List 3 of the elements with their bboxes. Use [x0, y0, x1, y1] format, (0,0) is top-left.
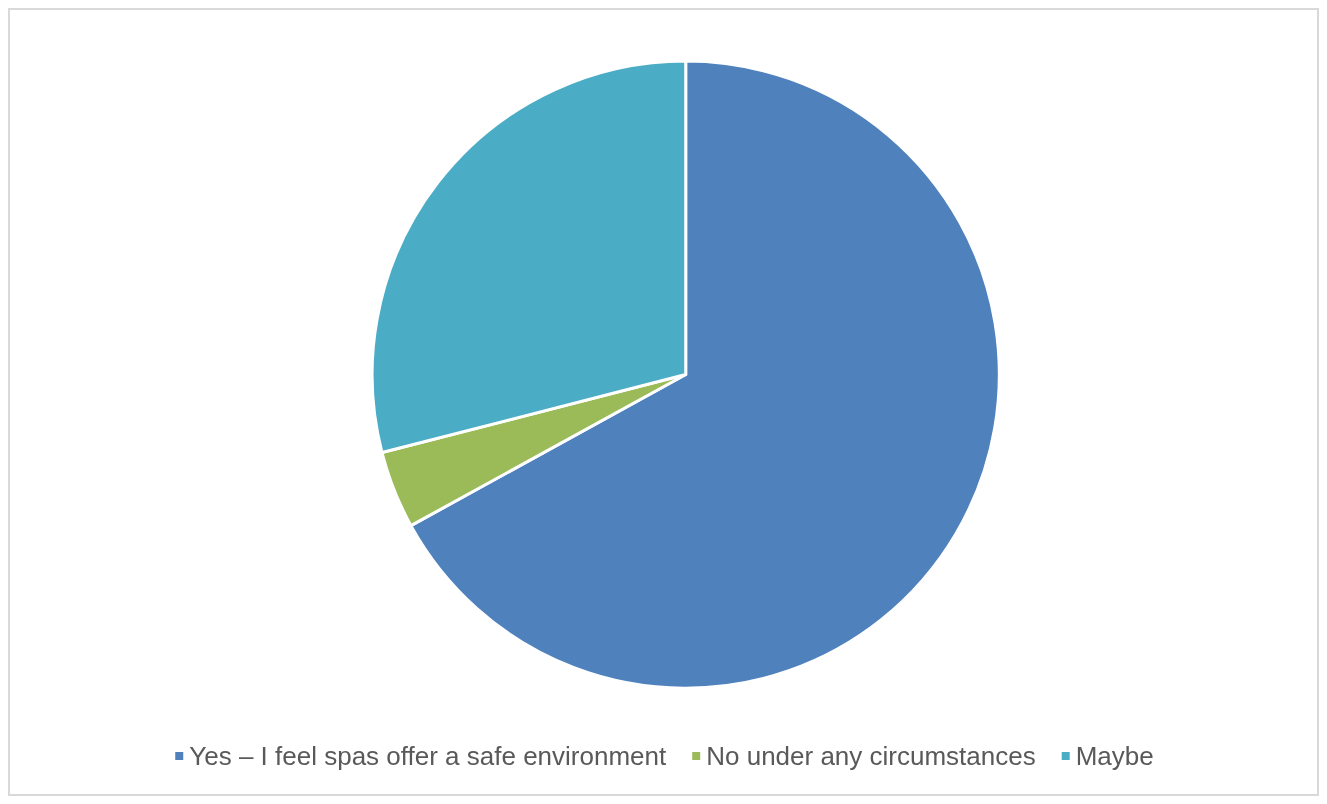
- legend-label: Yes – I feel spas offer a safe environment: [189, 741, 667, 771]
- legend-label: No under any circumstances: [706, 741, 1036, 771]
- legend-label: Maybe: [1075, 741, 1154, 771]
